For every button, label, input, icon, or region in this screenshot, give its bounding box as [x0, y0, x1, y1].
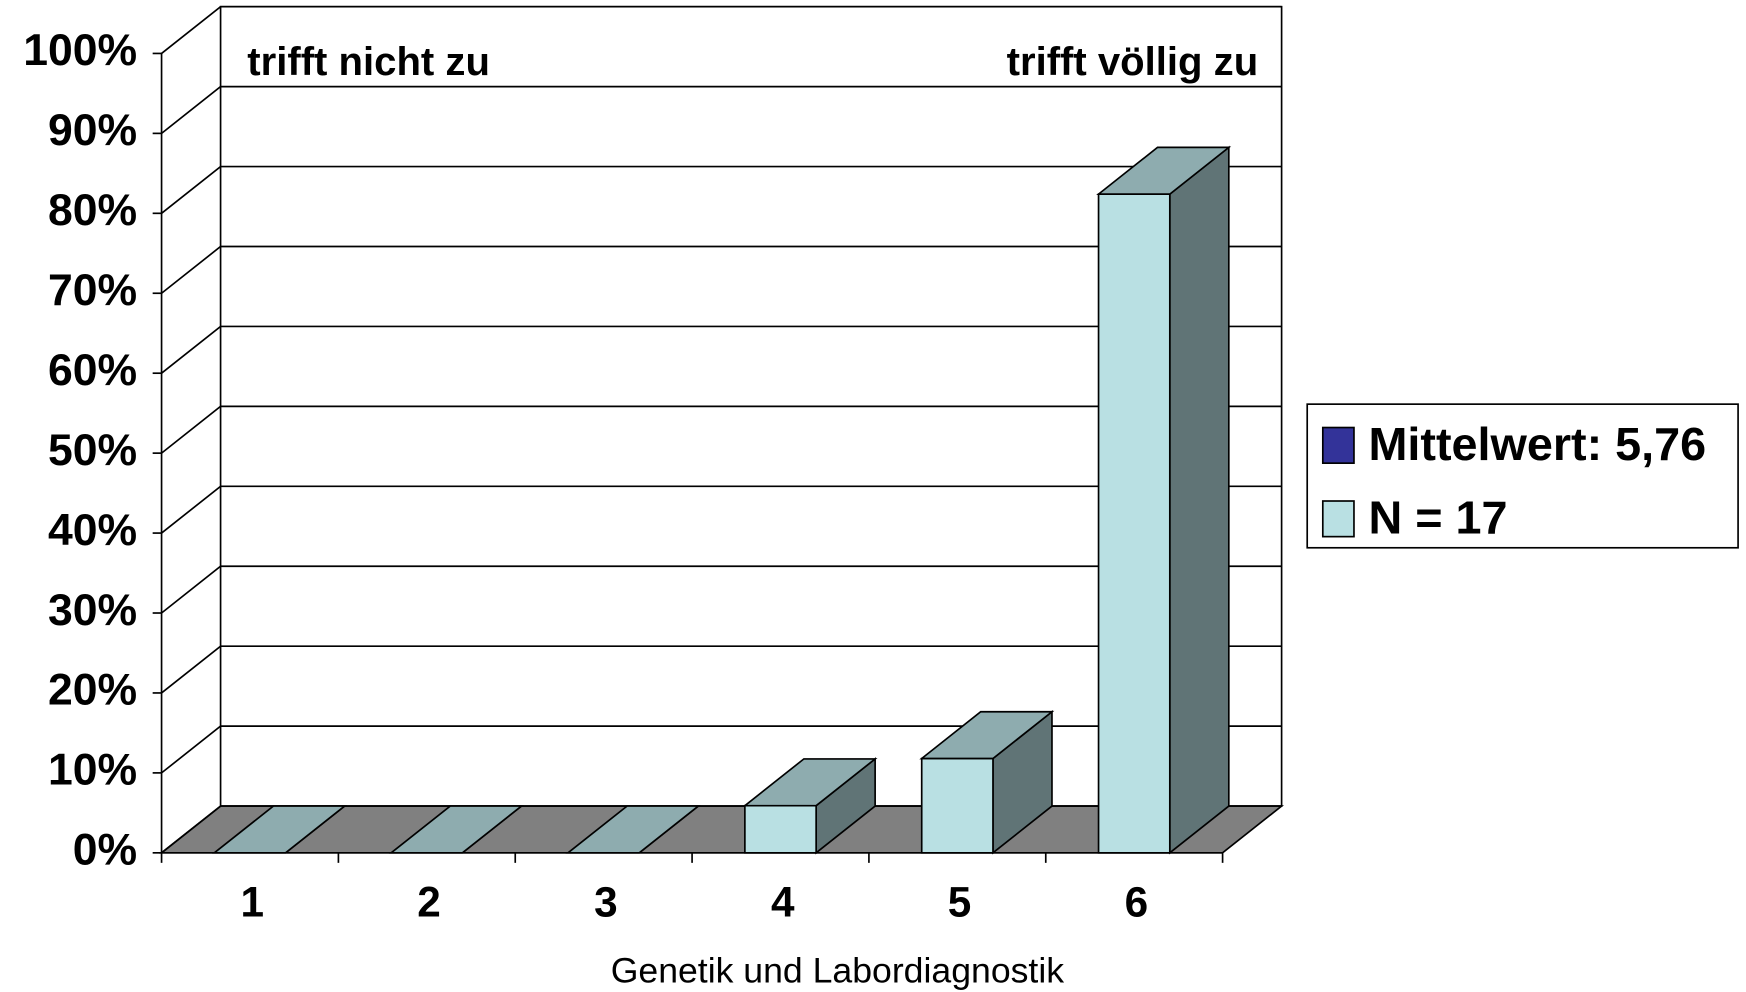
x-tick-label: 6 [1125, 878, 1149, 925]
y-tick-label: 0% [73, 826, 137, 875]
y-tick-label: 60% [48, 346, 137, 395]
legend-label: N = 17 [1368, 491, 1507, 543]
bar [920, 757, 994, 854]
grid-line [161, 85, 1282, 135]
grid-line [161, 565, 1282, 614]
grid-line [161, 325, 1282, 374]
x-tick-label: 2 [417, 878, 441, 925]
grid-line [161, 725, 1282, 774]
grid-line [161, 645, 1282, 694]
grid-line [161, 405, 1282, 454]
grid-line [161, 245, 1282, 294]
x-tick-label: 1 [240, 878, 264, 925]
legend-box [1306, 403, 1739, 549]
bar [744, 804, 817, 854]
bar-top [742, 758, 878, 807]
y-tick-label: 10% [48, 746, 137, 795]
bar-top [211, 805, 348, 854]
bar-top [388, 805, 524, 854]
legend-label: Mittelwert: 5,76 [1368, 418, 1706, 470]
y-tick-label: 90% [48, 106, 137, 155]
y-tick-label: 20% [48, 666, 137, 715]
x-tick-label: 3 [594, 878, 618, 925]
y-tick-label: 80% [48, 186, 137, 235]
y-tick-label: 40% [48, 506, 137, 555]
grid-line [161, 165, 1282, 214]
bar [1097, 193, 1171, 854]
legend-swatch [1321, 426, 1355, 464]
bar-top [919, 710, 1055, 760]
bar-top [1096, 146, 1232, 195]
annotation: trifft nicht zu [247, 40, 490, 84]
y-tick-label: 70% [48, 266, 137, 315]
bar-side [1168, 145, 1230, 855]
y-tick-label: 50% [48, 426, 137, 475]
x-axis-label: Genetik und Labordiagnostik [611, 950, 1065, 990]
grid-line [161, 485, 1282, 534]
legend-swatch [1321, 500, 1355, 538]
x-tick-label: 5 [948, 878, 972, 925]
bar-top [565, 805, 701, 854]
y-tick-label: 100% [23, 26, 137, 75]
grid-line [161, 5, 1282, 55]
annotation: trifft völlig zu [1007, 40, 1259, 84]
x-tick-label: 4 [771, 878, 795, 925]
y-tick-label: 30% [48, 586, 137, 635]
